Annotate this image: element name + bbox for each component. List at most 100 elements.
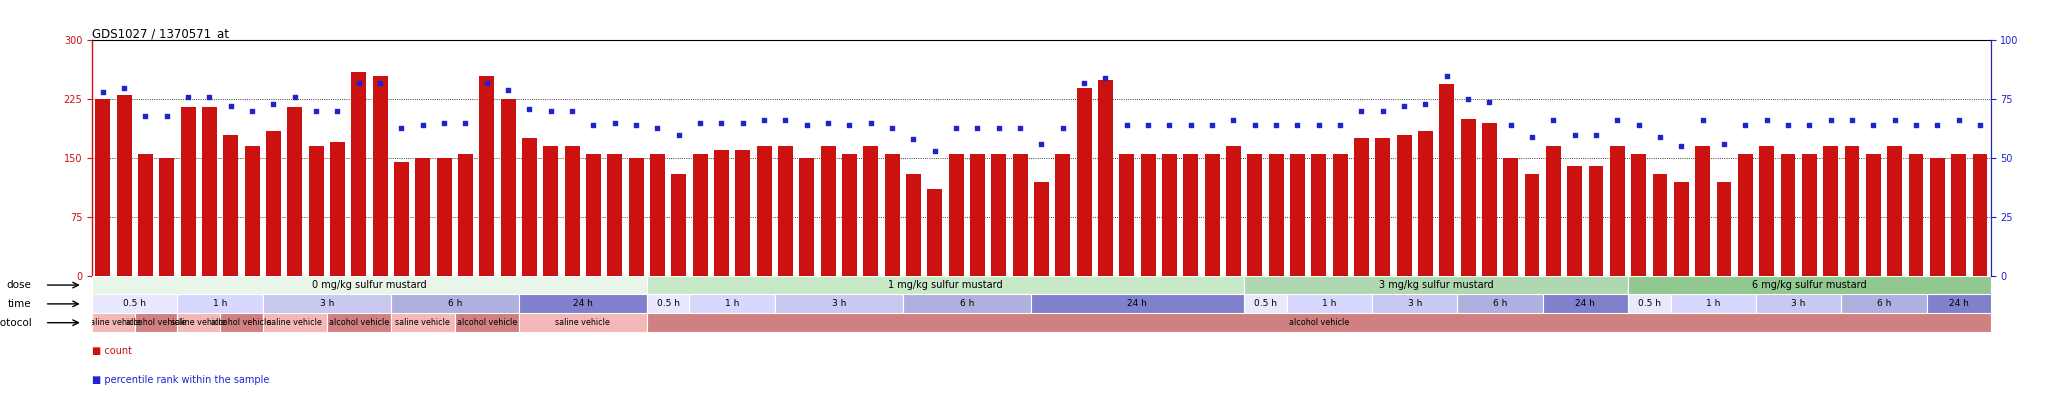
Point xyxy=(342,80,375,86)
Point xyxy=(983,124,1016,131)
Point xyxy=(1665,143,1698,149)
Bar xyxy=(96,99,111,276)
Bar xyxy=(1417,131,1434,276)
Point xyxy=(1004,124,1036,131)
Text: saline vehicle: saline vehicle xyxy=(395,318,451,327)
Text: saline vehicle: saline vehicle xyxy=(172,318,225,327)
Bar xyxy=(522,139,537,276)
Bar xyxy=(455,313,518,332)
Bar xyxy=(330,143,344,276)
Bar xyxy=(842,154,856,276)
Point xyxy=(365,80,397,86)
Point xyxy=(1751,117,1784,124)
Text: saline vehicle: saline vehicle xyxy=(555,318,610,327)
Bar xyxy=(1630,154,1647,276)
Point xyxy=(1815,117,1847,124)
Point xyxy=(1196,122,1229,128)
Bar xyxy=(1034,181,1049,276)
Point xyxy=(1835,117,1868,124)
Bar xyxy=(647,276,1243,294)
Bar xyxy=(1628,276,1991,294)
Point xyxy=(150,113,182,119)
Bar xyxy=(1227,146,1241,276)
Bar xyxy=(1972,154,1987,276)
Point xyxy=(1217,117,1249,124)
Bar xyxy=(649,154,666,276)
Text: 1 mg/kg sulfur mustard: 1 mg/kg sulfur mustard xyxy=(889,280,1004,290)
Bar xyxy=(692,154,707,276)
Bar xyxy=(309,146,324,276)
Bar xyxy=(1841,294,1927,313)
Point xyxy=(1153,122,1186,128)
Point xyxy=(1942,117,1974,124)
Text: 0.5 h: 0.5 h xyxy=(657,299,680,308)
Point xyxy=(897,136,930,143)
Text: alcohol vehicle: alcohol vehicle xyxy=(457,318,516,327)
Bar xyxy=(1886,146,1903,276)
Text: 1 h: 1 h xyxy=(1706,299,1720,308)
Bar xyxy=(287,107,303,276)
Bar xyxy=(1120,154,1135,276)
Bar xyxy=(1268,154,1284,276)
Bar xyxy=(1759,146,1774,276)
Bar xyxy=(1503,158,1518,276)
Text: dose: dose xyxy=(6,280,31,290)
Bar xyxy=(178,294,262,313)
Point xyxy=(854,119,887,126)
Bar xyxy=(1542,294,1628,313)
Bar xyxy=(92,276,647,294)
Bar xyxy=(1927,294,1991,313)
Bar xyxy=(1589,166,1604,276)
Point xyxy=(877,124,909,131)
Bar xyxy=(1055,154,1071,276)
Point xyxy=(1686,117,1718,124)
Bar xyxy=(1610,146,1624,276)
Point xyxy=(1174,122,1206,128)
Text: alcohol vehicle: alcohol vehicle xyxy=(211,318,272,327)
Bar xyxy=(1247,154,1262,276)
Point xyxy=(748,117,780,124)
Bar xyxy=(928,190,942,276)
Bar xyxy=(1845,146,1860,276)
Text: saline vehicle: saline vehicle xyxy=(268,318,322,327)
Text: saline vehicle: saline vehicle xyxy=(86,318,141,327)
Point xyxy=(940,124,973,131)
Bar xyxy=(352,72,367,276)
Bar xyxy=(1372,294,1458,313)
Bar xyxy=(1823,146,1839,276)
Text: GDS1027 / 1370571_at: GDS1027 / 1370571_at xyxy=(92,28,229,40)
Point xyxy=(1579,131,1612,138)
Bar xyxy=(885,154,899,276)
Text: alcohol vehicle: alcohol vehicle xyxy=(1288,318,1350,327)
Bar xyxy=(1012,154,1028,276)
Bar xyxy=(991,154,1006,276)
Bar xyxy=(821,146,836,276)
Point xyxy=(406,122,438,128)
Point xyxy=(1366,108,1399,114)
Bar xyxy=(647,313,1991,332)
Bar xyxy=(715,150,729,276)
Point xyxy=(322,108,354,114)
Point xyxy=(1858,122,1890,128)
Text: 3 mg/kg sulfur mustard: 3 mg/kg sulfur mustard xyxy=(1378,280,1493,290)
Bar xyxy=(1286,294,1372,313)
Bar xyxy=(1546,146,1561,276)
Point xyxy=(1346,108,1378,114)
Text: 24 h: 24 h xyxy=(573,299,592,308)
Point xyxy=(1964,122,1997,128)
Point xyxy=(641,124,674,131)
Bar xyxy=(1716,181,1731,276)
Point xyxy=(471,80,504,86)
Text: 24 h: 24 h xyxy=(1128,299,1147,308)
Point xyxy=(535,108,567,114)
Bar xyxy=(1802,154,1817,276)
Bar xyxy=(1397,134,1411,276)
Bar xyxy=(799,158,815,276)
Bar xyxy=(1184,154,1198,276)
Bar xyxy=(608,154,623,276)
Bar xyxy=(778,146,793,276)
Bar xyxy=(1929,158,1946,276)
Bar xyxy=(160,158,174,276)
Point xyxy=(1090,75,1122,81)
Point xyxy=(1323,122,1356,128)
